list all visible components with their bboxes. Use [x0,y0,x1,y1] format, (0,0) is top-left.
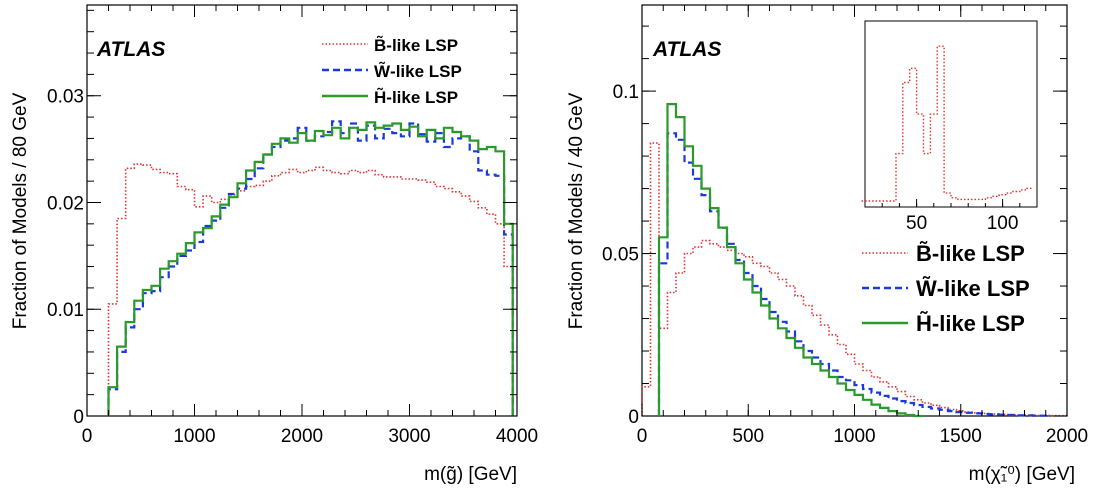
right-legend-label-wino: W̃-like LSP [916,276,1030,301]
right-legend-label-higgsino: H̃-like LSP [916,311,1025,336]
panel0-x-tick-label: 2000 [281,426,323,447]
left-x-axis-label: m(g̃) [GeV] [424,464,517,485]
panel0-series-higgsino-line [107,121,514,416]
left-atlas-label: ATLAS [96,38,165,61]
panel1-x-tick-label: 1000 [833,426,875,447]
left-panel: 0 1000 2000 3000 4000 0 0.01 0.02 0.03 ATLAS m(g… [10,4,538,485]
inset-frame [864,20,1038,208]
panel0-x-tick-label: 0 [82,426,93,447]
left-legend-label-bino: B̃-like LSP [374,35,458,55]
left-series-group [107,120,514,416]
right-legend-label-bino: B̃-like LSP [916,241,1025,266]
right-panel: 0 500 1000 1500 2000 0 0.05 0.1 ATLAS m(χ̃₁⁰) [… [566,4,1088,485]
panel0-x-tick-label: 3000 [388,426,430,447]
inset-ticks-group: 50 100 [881,199,1038,234]
inset-series-group [861,45,1034,202]
inset-plot: 50 100 [861,20,1038,234]
panel1-series-wino-line [657,132,1052,417]
panel1-x-tick-label: 1500 [940,426,982,447]
left-ticks-group: 0 1000 2000 3000 4000 0 0.01 0.02 0.03 [47,5,538,447]
panel1-series-higgsino-line [657,103,923,418]
left-legend-label-wino: W̃-like LSP [374,61,462,81]
panel0-series-wino-line [107,120,514,416]
panel0-y-tick-label: 0.01 [47,300,84,321]
panel1-x-tick-label: 500 [732,426,764,447]
panel1-x-tick-label: 0 [637,426,648,447]
panel1-x-tick-label: 2000 [1046,426,1088,447]
panel1-y-tick-label: 0 [628,407,639,428]
inset-series-bino-line [861,45,1034,202]
inset-x-tick-label: 100 [987,213,1019,234]
right-ticks-group: 0 500 1000 1500 2000 0 0.05 0.1 [602,5,1088,447]
panel0-series-bino-line [107,163,514,416]
panel0-x-tick-label: 4000 [496,426,538,447]
right-atlas-label: ATLAS [652,38,721,61]
panel1-y-tick-label: 0.1 [613,82,639,103]
panel0-y-tick-label: 0 [73,407,84,428]
left-y-axis-label: Fraction of Models / 80 GeV [10,92,31,329]
panel1-y-tick-label: 0.05 [602,245,639,266]
inset-x-tick-label: 50 [906,213,927,234]
right-series-group [641,103,1068,418]
right-legend: B̃-like LSP W̃-like LSP H̃-like LSP [862,241,1030,336]
right-y-axis-label: Fraction of Models / 40 GeV [566,92,587,329]
left-legend: B̃-like LSP W̃-like LSP H̃-like LSP [322,35,462,107]
panel0-y-tick-label: 0.03 [47,87,84,108]
right-x-axis-label: m(χ̃₁⁰) [GeV] [969,464,1075,485]
panel0-y-tick-label: 0.02 [47,193,84,214]
panel0-x-tick-label: 1000 [173,426,215,447]
left-legend-label-higgsino: H̃-like LSP [374,87,458,107]
